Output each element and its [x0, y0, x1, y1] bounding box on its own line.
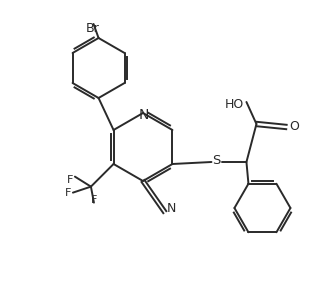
Text: F: F: [91, 195, 97, 205]
Text: S: S: [212, 155, 221, 167]
Text: O: O: [289, 120, 299, 134]
Text: N: N: [167, 202, 176, 215]
Text: F: F: [65, 188, 71, 198]
Text: HO: HO: [225, 98, 245, 111]
Text: F: F: [67, 175, 73, 185]
Text: N: N: [139, 108, 149, 122]
Text: Br: Br: [86, 22, 99, 35]
